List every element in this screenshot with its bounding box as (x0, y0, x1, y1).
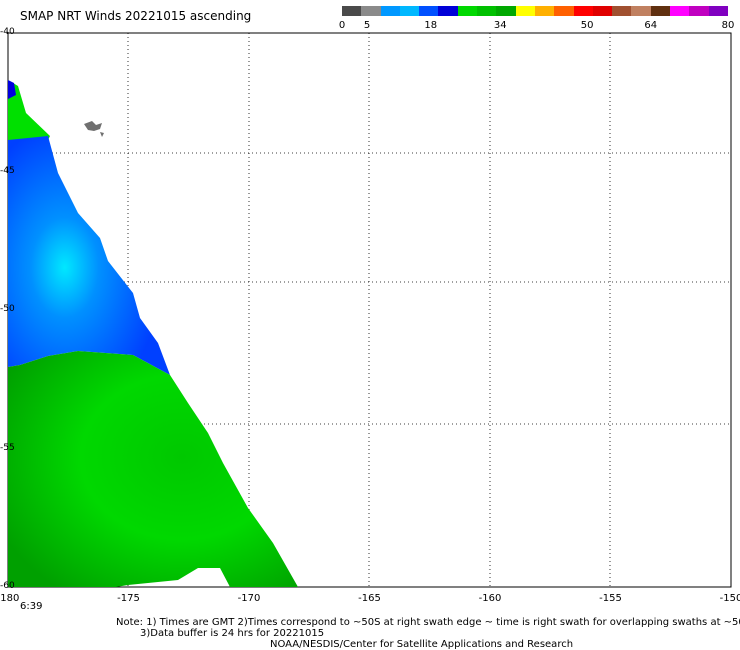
colorbar-label: 50 (580, 20, 594, 31)
map-title: SMAP NRT Winds 20221015 ascending (20, 9, 252, 23)
colorbar-segment (399, 6, 420, 16)
y-tick-label: -50 (0, 304, 15, 314)
colorbar-segment (689, 6, 709, 16)
colorbar-label: 0 (338, 20, 346, 31)
colorbar-segment (477, 6, 497, 16)
note-line-1: Note: 1) Times are GMT 2)Times correspon… (116, 617, 740, 628)
x-tick-label: -180 (0, 593, 20, 604)
x-tick-label: -155 (599, 593, 622, 604)
colorbar-label: 80 (721, 20, 735, 31)
x-tick-label: -160 (478, 593, 502, 604)
colorbar-segment (592, 6, 613, 16)
y-tick-label: -40 (0, 27, 15, 37)
colorbar-label: 34 (493, 20, 507, 31)
colorbar-segment (612, 6, 632, 16)
colorbar-segment (496, 6, 516, 16)
x-tick-label: -175 (117, 593, 140, 604)
colorbar-segment (342, 6, 362, 16)
colorbar-segment (515, 6, 535, 16)
credit-line: NOAA/NESDIS/Center for Satellite Applica… (270, 639, 574, 650)
colorbar-label: 18 (424, 20, 438, 31)
map-plot-area (7, 32, 732, 588)
colorbar-segment (380, 6, 400, 16)
colorbar-label: 5 (363, 20, 371, 31)
colorbar-segment (631, 6, 651, 16)
swath-blue-tip (8, 80, 16, 99)
island-shape (84, 121, 104, 137)
x-tick-label: -165 (358, 593, 381, 604)
swath-green-region (8, 351, 298, 587)
x-tick-label: -150 (719, 593, 740, 604)
note-line-2: 3)Data buffer is 24 hrs for 20221015 (140, 628, 325, 639)
colorbar-segment (650, 6, 671, 16)
map-svg (7, 32, 732, 588)
colorbar-label: 64 (644, 20, 658, 31)
colorbar-segment (573, 6, 593, 16)
colorbar-segment (457, 6, 478, 16)
y-tick-label: -45 (0, 165, 15, 176)
y-tick-label: -55 (0, 442, 15, 453)
swath-green-top (8, 80, 50, 140)
colorbar-segment (670, 6, 690, 16)
colorbar-segment (534, 6, 555, 16)
colorbar-segment (361, 6, 381, 16)
wind-speed-colorbar (342, 6, 728, 16)
colorbar-segment (438, 6, 458, 16)
swath-blue-region (8, 136, 170, 375)
colorbar-segment (419, 6, 439, 16)
swath-time-label: 6:39 (20, 601, 43, 612)
colorbar-segment (554, 6, 574, 16)
colorbar-segment (708, 6, 728, 16)
x-tick-label: -170 (237, 593, 261, 604)
y-tick-label: -60 (0, 581, 15, 591)
